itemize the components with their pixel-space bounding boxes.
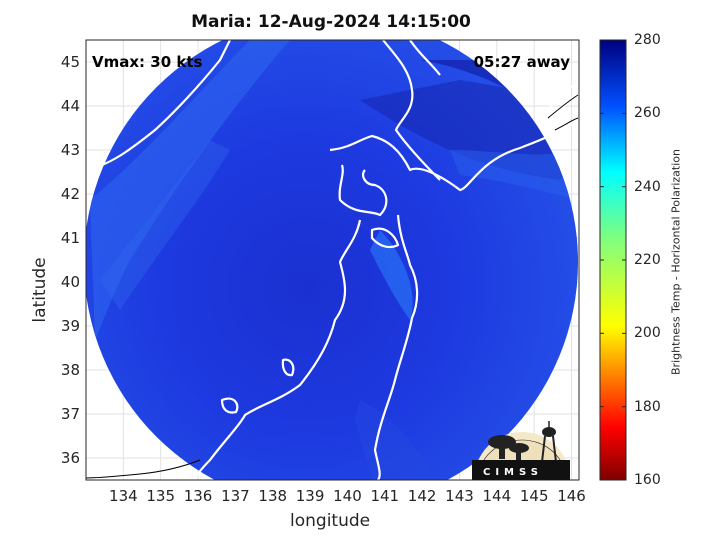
y-tick-label: 45 [60,53,80,71]
y-tick-label: 44 [60,97,80,115]
y-tick-label: 37 [60,405,80,423]
x-axis-label: longitude [290,511,371,531]
y-tick-label: 41 [60,229,80,247]
x-tick-label: 136 [183,487,213,505]
x-tick-label: 142 [407,487,437,505]
colorbar-tick-label: 200 [634,325,661,342]
x-tick-label: 140 [333,487,362,505]
y-tick-label: 42 [60,185,80,203]
x-tick-label: 137 [221,487,250,505]
x-tick-label: 139 [295,487,325,505]
x-tick-label: 135 [146,487,176,505]
x-tick-label: 144 [482,487,512,505]
y-tick-label: 39 [60,317,80,335]
colorbar-label: Brightness Temp - Horizontal Polarizatio… [669,149,683,375]
x-tick-label: 138 [258,487,288,505]
colorbar-ticks [600,39,626,481]
coastlines [86,40,579,480]
x-tick-label: 134 [109,487,138,505]
axes-frame [85,39,580,481]
plot-title: Maria: 12-Aug-2024 14:15:00 [191,12,471,32]
colorbar-tick-label: 160 [634,472,661,488]
coastlines-outside [86,94,579,479]
y-tick-label: 38 [60,361,80,379]
time-away-label: 05:27 away [473,53,570,71]
y-axis-label: latitude [30,257,50,323]
cimss-logo-text: CIMSS [483,467,543,478]
y-tick-label: 40 [60,273,80,291]
colorbar-tick-label: 220 [634,252,661,268]
colorbar-tick-label: 260 [634,105,661,122]
y-tick-label: 36 [60,449,80,467]
x-tick-label: 143 [445,487,474,505]
y-tick-label: 43 [60,141,80,159]
swath-texture [90,40,578,480]
vmax-label: Vmax: 30 kts [92,53,203,71]
cimss-logo: CIMSS [472,421,570,481]
x-tick-label: 141 [370,487,400,505]
colorbar-tick-label: 280 [634,32,661,48]
colorbar-tick-label: 240 [634,178,661,195]
colorbar-tick-label: 180 [634,398,661,415]
x-tick-label: 146 [557,487,586,505]
colorbar [599,39,627,481]
x-tick-label: 145 [519,487,549,505]
